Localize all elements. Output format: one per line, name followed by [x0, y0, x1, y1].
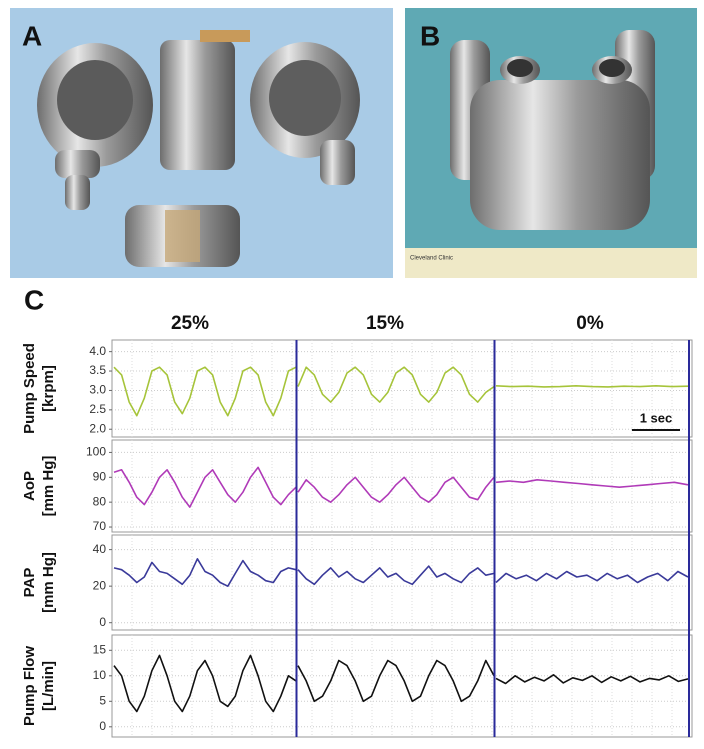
y-tick-label: 80 — [93, 494, 107, 508]
y-tick-label: 0 — [99, 615, 106, 629]
trace — [113, 366, 297, 417]
y-tick-label: 15 — [93, 642, 107, 656]
y-tick-label: 5 — [99, 693, 106, 707]
y-tick-label: 40 — [93, 542, 107, 556]
column-header: 0% — [576, 313, 604, 334]
photo-a — [10, 8, 393, 278]
panel-frame — [111, 339, 693, 438]
trace — [297, 366, 495, 403]
column-header: 25% — [171, 313, 209, 334]
column-header: 15% — [366, 313, 404, 334]
y-tick-label: 3.5 — [89, 363, 106, 377]
trace — [113, 466, 297, 508]
panel-frame — [111, 534, 693, 631]
panel-label: A — [22, 20, 42, 51]
y-tick-label: 20 — [93, 578, 107, 592]
y-tick-label: 2.5 — [89, 402, 106, 416]
trace — [297, 476, 495, 503]
y-axis-label: [mm Hg] — [40, 456, 57, 517]
trace — [495, 385, 689, 388]
trace — [297, 565, 495, 586]
trace — [113, 558, 297, 587]
y-axis-label: PAP — [21, 568, 38, 598]
trace — [113, 654, 297, 713]
y-axis-label: Pump Speed — [21, 343, 38, 434]
panel-frame — [111, 439, 693, 533]
y-tick-label: 70 — [93, 519, 107, 533]
ruler-text: Cleveland Clinic — [410, 256, 453, 262]
panel-frame — [111, 634, 693, 738]
y-tick-label: 2.0 — [89, 421, 106, 435]
y-tick-label: 0 — [99, 719, 106, 733]
photo-b: Cleveland Clinic — [405, 8, 697, 278]
y-axis-label: [L/min] — [40, 661, 57, 711]
trace — [297, 659, 495, 703]
y-axis-label: Pump Flow — [21, 646, 38, 726]
trace — [495, 479, 689, 488]
y-tick-label: 3.0 — [89, 383, 106, 397]
y-axis-label: [krpm] — [40, 365, 57, 412]
y-tick-label: 10 — [93, 668, 107, 682]
y-tick-label: 4.0 — [89, 344, 106, 358]
panel-label: B — [420, 20, 440, 51]
trace — [495, 570, 689, 584]
y-tick-label: 90 — [93, 469, 107, 483]
trace — [495, 674, 689, 685]
y-axis-label: [mm Hg] — [40, 552, 57, 613]
y-axis-label: AoP — [21, 471, 38, 501]
panel-label: C — [24, 284, 44, 315]
y-tick-label: 100 — [86, 445, 106, 459]
scale-bar-label: 1 sec — [640, 410, 673, 425]
